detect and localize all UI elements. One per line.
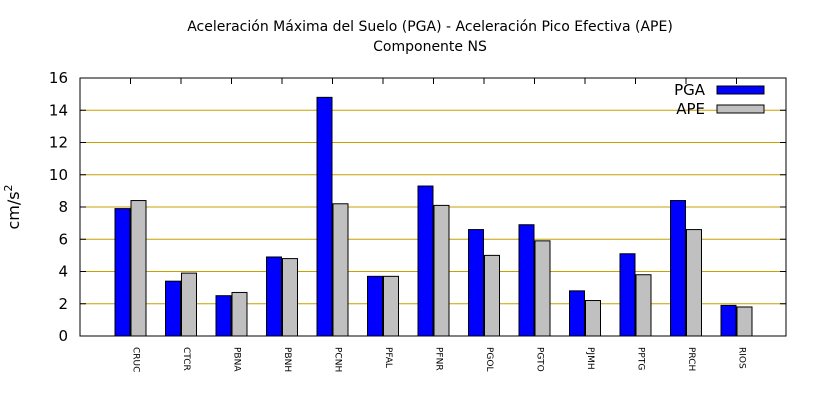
x-axis-ticks: CRUC CTCR PBNA PBNH PCNH PFAL PFNR PGOL PGTO PJMH… <box>130 78 747 372</box>
legend-swatch-pga <box>716 85 765 95</box>
bar-ape-pfnr <box>433 204 450 337</box>
x-tick-label-prch: PRCH <box>686 347 696 371</box>
y-tick-label: 8 <box>58 198 68 216</box>
y-tick-label: 2 <box>58 295 68 313</box>
bar-pga-rios <box>720 304 737 337</box>
bar-pga-pptg <box>619 253 636 337</box>
y-axis-label: cm/s2 <box>2 184 23 229</box>
bar-pga-ctcr <box>165 280 181 337</box>
x-tick-label-pfal: PFAL <box>383 347 393 368</box>
bar-pga-pcnh <box>316 96 333 337</box>
x-tick-label-cruc: CRUC <box>131 347 141 372</box>
x-tick-label-pfnr: PFNR <box>434 347 444 371</box>
bar-pga-pgol <box>468 229 484 337</box>
bar-ape-prch <box>686 229 702 337</box>
bar-pga-pgto <box>518 224 535 337</box>
bars <box>114 96 753 337</box>
y-tick-label: 4 <box>58 263 68 281</box>
y-tick-label: 16 <box>49 69 68 87</box>
bar-ape-pjmh <box>585 300 601 337</box>
x-tick-label-pgol: PGOL <box>484 347 494 372</box>
bar-ape-pgto <box>534 240 551 337</box>
bar-pga-pfal <box>367 275 383 337</box>
chart-subtitle: Componente NS <box>373 39 487 55</box>
y-axis-label-base: cm/s <box>4 191 23 229</box>
bar-ape-pbna <box>231 291 248 337</box>
x-tick-label-rios: RIOS <box>737 347 747 369</box>
x-tick-label-pbnh: PBNH <box>282 347 292 372</box>
bar-ape-pgol <box>484 254 500 337</box>
legend-label-pga: PGA <box>674 81 706 99</box>
y-tick-label: 10 <box>49 166 68 184</box>
bar-ape-rios <box>736 306 753 337</box>
bar-ape-ctcr <box>181 272 197 337</box>
x-tick-label-ctcr: CTCR <box>181 347 191 371</box>
bar-pga-pjmh <box>569 290 585 337</box>
chart-title: Aceleración Máxima del Suelo (PGA) - Ace… <box>187 19 673 35</box>
x-tick-label-pbna: PBNA <box>232 347 242 372</box>
y-axis-label-exponent: 2 <box>2 184 15 191</box>
bar-pga-pfnr <box>417 185 434 337</box>
x-tick-label-pgto: PGTO <box>535 347 545 372</box>
bar-ape-cruc <box>130 200 147 337</box>
bar-pga-pbna <box>215 295 232 337</box>
x-tick-label-pptg: PPTG <box>636 347 646 370</box>
legend-swatch-ape <box>716 104 765 114</box>
bar-ape-pfal <box>383 275 399 337</box>
bar-ape-pbnh <box>282 258 298 337</box>
bar-pga-cruc <box>114 208 131 337</box>
bar-pga-pbnh <box>266 256 282 337</box>
y-axis-ticks: 0 2 4 6 8 10 12 14 16 <box>49 69 786 345</box>
y-tick-label: 0 <box>58 327 68 345</box>
y-tick-label: 14 <box>49 101 68 119</box>
y-tick-label: 6 <box>58 230 68 248</box>
legend-label-ape: APE <box>676 100 705 118</box>
bar-ape-pcnh <box>332 203 349 337</box>
x-tick-label-pjmh: PJMH <box>585 347 595 370</box>
bar-ape-pptg <box>635 274 652 337</box>
y-tick-label: 12 <box>49 134 68 152</box>
x-tick-label-pcnh: PCNH <box>333 347 343 372</box>
bar-pga-prch <box>670 200 686 337</box>
